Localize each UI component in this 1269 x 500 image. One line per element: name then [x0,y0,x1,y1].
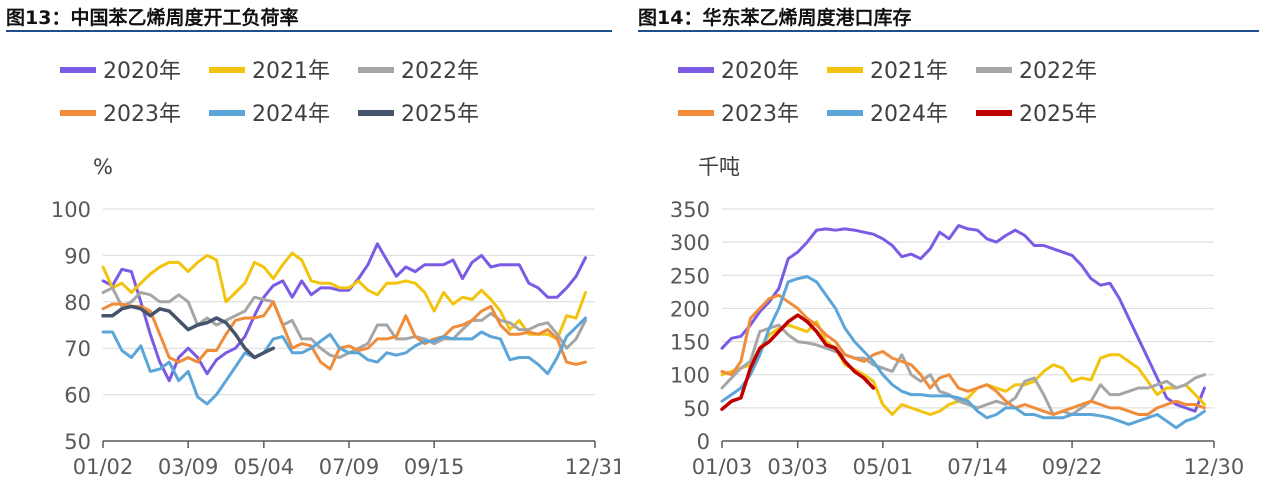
legend-label-4: 2024年 [870,102,948,127]
legend-label-1: 2021年 [252,59,330,84]
legend-label-2: 2022年 [401,59,479,84]
legend-label-1: 2021年 [870,59,948,84]
y-tick-label-150: 150 [670,331,710,355]
y-tick-label-100: 100 [51,198,91,222]
x-tick-label-4: 09/22 [1042,455,1103,479]
legend-label-0: 2020年 [721,59,799,84]
series-line-2 [101,286,587,359]
y-tick-label-250: 250 [670,264,710,288]
x-tick-label-4: 09/15 [404,455,465,479]
x-tick-label-1: 03/09 [158,455,219,479]
series-line-5 [720,313,876,411]
series-line-0 [720,224,1206,413]
legend-label-5: 2025年 [1019,102,1097,127]
x-tick-label-2: 05/01 [853,455,914,479]
y-tick-label-80: 80 [64,291,91,315]
y-tick-label-0: 0 [697,430,710,454]
series-line-3 [101,300,587,371]
y-tick-label-70: 70 [64,337,91,361]
series-line-5 [101,304,276,360]
x-tick-label-0: 01/02 [73,455,134,479]
x-tick-label-5: 12/30 [1184,455,1245,479]
y-tick-label-200: 200 [670,297,710,321]
x-tick-label-0: 01/03 [692,455,753,479]
y-axis-unit: 千吨 [698,155,740,179]
y-tick-label-50: 50 [64,430,91,454]
x-tick-label-5: 12/31 [565,455,620,479]
y-tick-label-300: 300 [670,231,710,255]
legend-label-3: 2023年 [721,102,799,127]
series-line-2 [720,323,1206,416]
chart-title-left: 图13：中国苯乙烯周度开工负荷率 [6,4,612,32]
y-tick-label-90: 90 [64,244,91,268]
series-line-0 [101,242,587,383]
legend-label-2: 2022年 [1019,59,1097,84]
y-tick-label-350: 350 [670,198,710,222]
y-tick-label-60: 60 [64,384,91,408]
y-tick-label-50: 50 [683,397,710,421]
legend-label-0: 2020年 [103,59,181,84]
operating-rate-chart: 2020年 2021年 2022年 2023年 2024年 2025年% 50 60 70 80 9… [51,59,620,479]
series-line-4 [720,275,1206,430]
y-tick-label-100: 100 [670,364,710,388]
x-tick-label-3: 07/09 [319,455,380,479]
x-tick-label-1: 03/03 [767,455,828,479]
legend-label-5: 2025年 [401,102,479,127]
legend-label-3: 2023年 [103,102,181,127]
series-line-4 [101,316,587,406]
x-tick-label-2: 05/04 [234,455,295,479]
y-axis-unit: % [93,155,113,179]
legend-label-4: 2024年 [252,102,330,127]
series-line-3 [720,293,1206,416]
chart-title-right: 图14：华东苯乙烯周度港口库存 [638,4,1259,32]
x-tick-label-3: 07/14 [947,455,1008,479]
